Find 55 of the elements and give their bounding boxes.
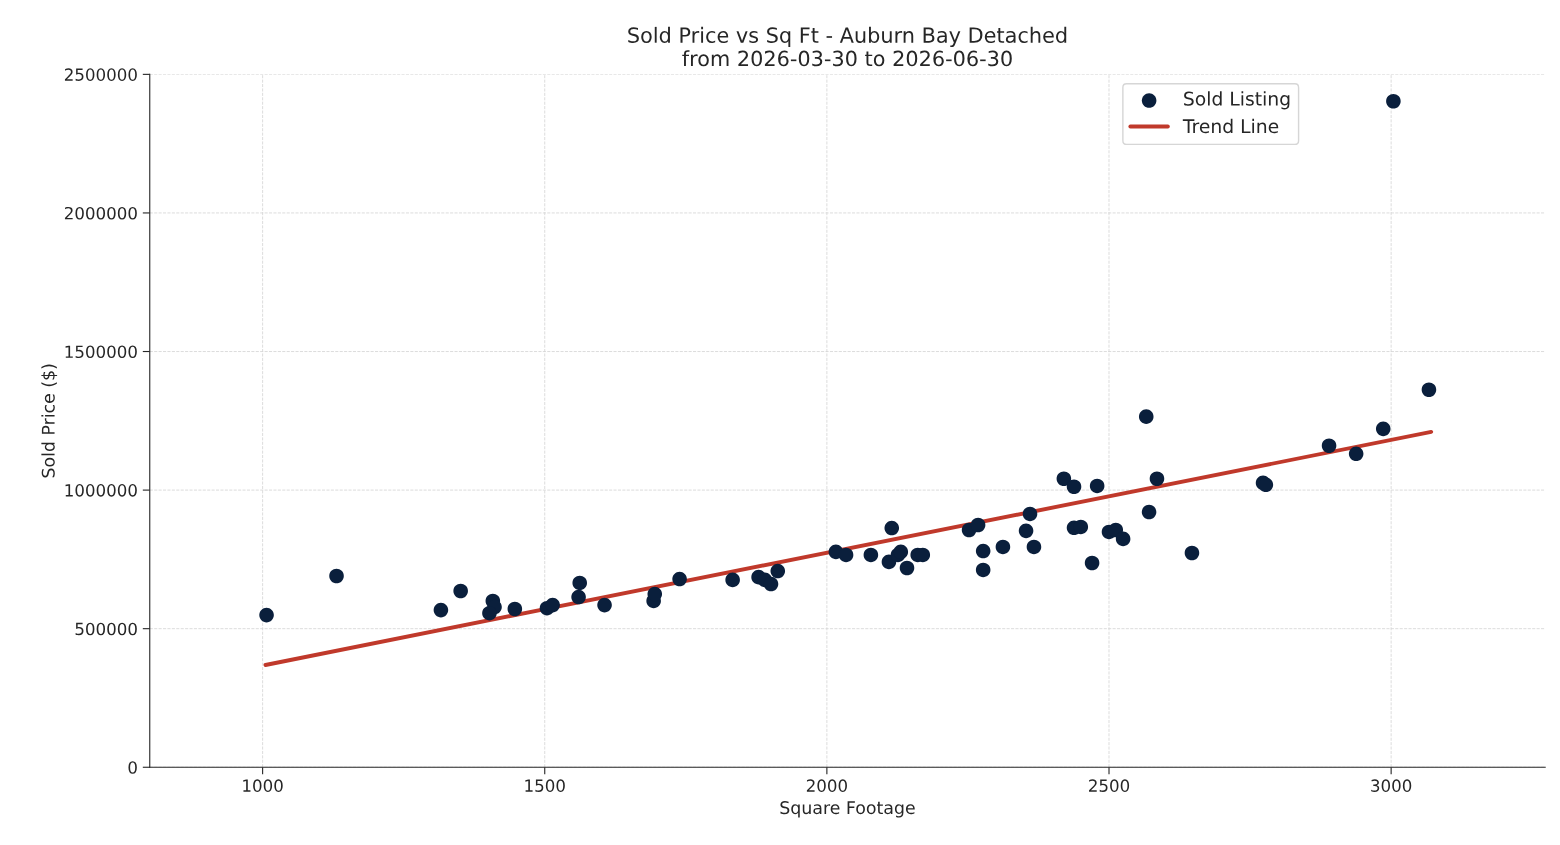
point <box>725 572 740 588</box>
y-tick-label: 1500000 <box>65 345 137 359</box>
x-tick-label: 2000 <box>806 779 847 792</box>
y-tick-label: 500000 <box>75 622 137 636</box>
point <box>1375 421 1391 437</box>
point <box>1115 531 1131 547</box>
point <box>863 547 879 563</box>
point <box>1348 446 1364 462</box>
x-tick-label: 3000 <box>1371 779 1412 792</box>
point <box>1084 555 1100 571</box>
y-tick-label: 2000000 <box>64 206 137 220</box>
point <box>1141 504 1157 520</box>
point <box>329 568 344 584</box>
point <box>1026 539 1042 555</box>
point <box>899 560 915 576</box>
point <box>1138 409 1154 424</box>
point <box>1386 93 1401 109</box>
point <box>770 563 786 579</box>
point <box>545 597 560 613</box>
point <box>975 543 991 559</box>
legend-label: Trend Line <box>1182 118 1279 134</box>
legend-label: Sold Listing <box>1184 91 1290 110</box>
point <box>884 520 900 536</box>
point <box>970 517 986 533</box>
point <box>572 575 588 591</box>
point <box>1018 523 1034 539</box>
point <box>1056 471 1072 487</box>
point <box>1149 471 1165 487</box>
point <box>763 576 779 592</box>
point <box>1089 478 1105 494</box>
point <box>1421 382 1437 398</box>
y-tick-label: 2500000 <box>64 68 137 81</box>
point <box>259 607 274 623</box>
point <box>571 589 586 605</box>
point <box>838 547 854 563</box>
point <box>975 562 991 578</box>
point <box>1321 438 1337 454</box>
y-tick-label: 0 <box>128 761 137 774</box>
point <box>433 602 449 618</box>
y-axis-title: Sold Price ($) <box>41 364 58 478</box>
x-axis-title: Square Footage <box>780 801 915 818</box>
point <box>1022 506 1038 522</box>
point <box>995 539 1011 555</box>
chart-title: Sold Price vs Sq Ft - Auburn Bay Detached from 2026-03-30 to 2026-06-30 <box>628 26 1067 67</box>
x-tick-label: 1000 <box>243 779 283 792</box>
point <box>1066 479 1082 495</box>
point <box>1184 545 1200 561</box>
x-tick-label: 2500 <box>1089 779 1130 792</box>
point <box>482 605 497 621</box>
point <box>453 583 468 599</box>
point <box>672 571 687 587</box>
point <box>507 601 523 617</box>
x-tick-label: 1500 <box>525 779 565 792</box>
point <box>597 597 612 613</box>
y-tick-label: 1000000 <box>65 484 137 497</box>
